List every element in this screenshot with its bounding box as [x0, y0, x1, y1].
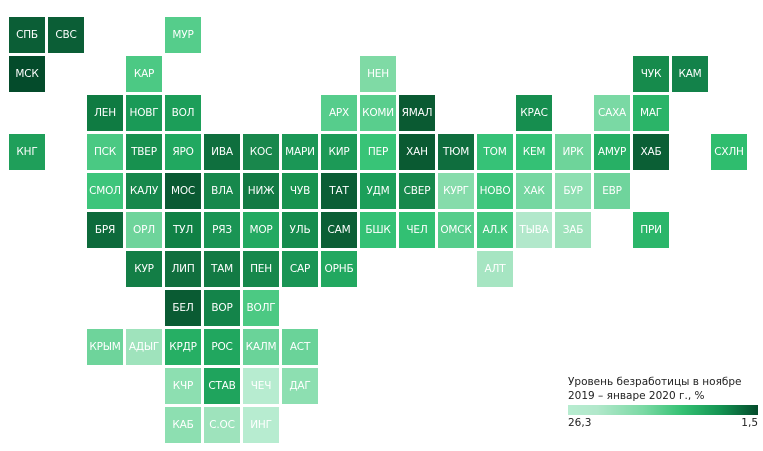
region-tile[interactable]: ПСК — [87, 134, 123, 170]
region-tile[interactable]: АМУР — [594, 134, 630, 170]
region-tile[interactable]: ИРК — [555, 134, 591, 170]
region-tile[interactable]: КУР — [126, 251, 162, 287]
region-tile[interactable]: АЛ.К — [477, 212, 513, 248]
region-tile[interactable]: СТАВ — [204, 368, 240, 404]
region-tile[interactable]: КАБ — [165, 407, 201, 443]
legend: Уровень безработицы в ноябре 2019 – янва… — [568, 375, 758, 431]
region-tile[interactable]: ИНГ — [243, 407, 279, 443]
region-tile[interactable]: ЯМАЛ — [399, 95, 435, 131]
legend-title-line1: Уровень безработицы в ноябре — [568, 376, 742, 388]
region-tile[interactable]: ТОМ — [477, 134, 513, 170]
region-tile[interactable]: СВС — [48, 17, 84, 53]
region-tile[interactable]: КАЛУ — [126, 173, 162, 209]
region-tile[interactable]: КЧР — [165, 368, 201, 404]
region-tile[interactable]: ВОЛГ — [243, 290, 279, 326]
region-tile[interactable]: ОРНБ — [321, 251, 357, 287]
region-tile[interactable]: КОС — [243, 134, 279, 170]
region-tile[interactable]: МОС — [165, 173, 201, 209]
region-tile[interactable]: КРДР — [165, 329, 201, 365]
region-tile[interactable]: АЛТ — [477, 251, 513, 287]
region-tile[interactable]: ХАБ — [633, 134, 669, 170]
region-tile[interactable]: САХА — [594, 95, 630, 131]
region-tile[interactable]: ЛЕН — [87, 95, 123, 131]
region-tile[interactable]: УЛЬ — [282, 212, 318, 248]
region-tile[interactable]: ТУЛ — [165, 212, 201, 248]
region-tile[interactable]: ЯРО — [165, 134, 201, 170]
region-tile[interactable]: НОВГ — [126, 95, 162, 131]
legend-title-line2: 2019 – январе 2020 г., % — [568, 390, 705, 402]
region-tile[interactable]: ЧЕЧ — [243, 368, 279, 404]
region-tile[interactable]: СВЕР — [399, 173, 435, 209]
region-tile[interactable]: САР — [282, 251, 318, 287]
region-tile[interactable]: ХАК — [516, 173, 552, 209]
legend-color-scale — [568, 405, 758, 415]
region-tile[interactable]: ЛИП — [165, 251, 201, 287]
region-tile[interactable]: ВОР — [204, 290, 240, 326]
region-tile[interactable]: КАР — [126, 56, 162, 92]
region-tile[interactable]: ЕВР — [594, 173, 630, 209]
legend-ticks: 26,3 1,5 — [568, 417, 758, 431]
region-tile[interactable]: ЧУВ — [282, 173, 318, 209]
region-tile[interactable]: АДЫГ — [126, 329, 162, 365]
region-tile[interactable]: ТЫВА — [516, 212, 552, 248]
region-tile[interactable]: КРАС — [516, 95, 552, 131]
region-tile[interactable]: БРЯ — [87, 212, 123, 248]
region-tile[interactable]: ТАТ — [321, 173, 357, 209]
region-tile[interactable]: БУР — [555, 173, 591, 209]
region-tile[interactable]: МСК — [9, 56, 45, 92]
region-tile[interactable]: НЕН — [360, 56, 396, 92]
region-tile[interactable]: ИВА — [204, 134, 240, 170]
region-tile[interactable]: РОС — [204, 329, 240, 365]
region-tile[interactable]: ЧЕЛ — [399, 212, 435, 248]
region-tile[interactable]: КНГ — [9, 134, 45, 170]
region-tile[interactable]: АРХ — [321, 95, 357, 131]
region-tile[interactable]: КЕМ — [516, 134, 552, 170]
region-tile[interactable]: ПРИ — [633, 212, 669, 248]
region-tile[interactable]: ВЛА — [204, 173, 240, 209]
legend-min-label: 26,3 — [568, 417, 592, 429]
region-tile[interactable]: БЕЛ — [165, 290, 201, 326]
region-tile[interactable]: С.ОС — [204, 407, 240, 443]
region-tile[interactable]: ОМСК — [438, 212, 474, 248]
region-tile[interactable]: ОРЛ — [126, 212, 162, 248]
region-tile[interactable]: КАЛМ — [243, 329, 279, 365]
region-tile[interactable]: НОВО — [477, 173, 513, 209]
region-tile[interactable]: ХАН — [399, 134, 435, 170]
region-tile[interactable]: МОР — [243, 212, 279, 248]
region-tile[interactable]: ТАМ — [204, 251, 240, 287]
region-tile[interactable]: ВОЛ — [165, 95, 201, 131]
region-tile[interactable]: КИР — [321, 134, 357, 170]
region-tile[interactable]: СМОЛ — [87, 173, 123, 209]
region-tile[interactable]: СХЛН — [711, 134, 747, 170]
region-tile[interactable]: УДМ — [360, 173, 396, 209]
region-tile[interactable]: ЧУК — [633, 56, 669, 92]
region-tile[interactable]: КУРГ — [438, 173, 474, 209]
region-tile[interactable]: ТЮМ — [438, 134, 474, 170]
region-tile[interactable]: СПБ — [9, 17, 45, 53]
region-tile[interactable]: БШК — [360, 212, 396, 248]
region-tile[interactable]: МАГ — [633, 95, 669, 131]
legend-max-label: 1,5 — [741, 417, 758, 429]
region-tile[interactable]: МАРИ — [282, 134, 318, 170]
region-tile[interactable]: ДАГ — [282, 368, 318, 404]
region-tile[interactable]: КАМ — [672, 56, 708, 92]
region-tile[interactable]: КРЫМ — [87, 329, 123, 365]
region-tile[interactable]: ТВЕР — [126, 134, 162, 170]
region-tile[interactable]: КОМИ — [360, 95, 396, 131]
region-tile[interactable]: НИЖ — [243, 173, 279, 209]
region-tile[interactable]: МУР — [165, 17, 201, 53]
region-tile[interactable]: ЗАБ — [555, 212, 591, 248]
region-tile[interactable]: АСТ — [282, 329, 318, 365]
region-tile[interactable]: ПЕР — [360, 134, 396, 170]
region-tile[interactable]: САМ — [321, 212, 357, 248]
region-tile[interactable]: РЯЗ — [204, 212, 240, 248]
region-tile[interactable]: ПЕН — [243, 251, 279, 287]
